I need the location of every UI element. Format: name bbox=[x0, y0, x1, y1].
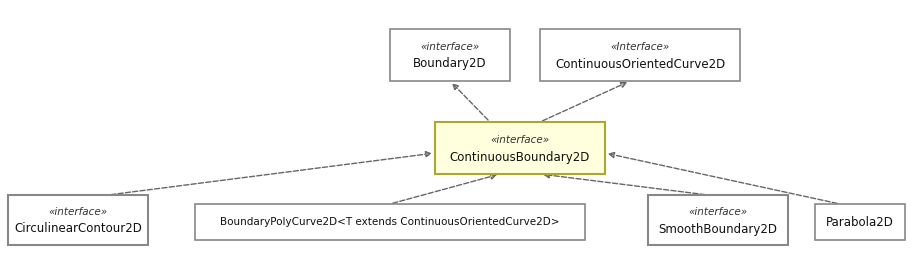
Bar bbox=[540, 29, 740, 81]
Bar bbox=[8, 195, 148, 245]
Text: «interface»: «interface» bbox=[689, 207, 747, 217]
Bar bbox=[815, 204, 905, 240]
Bar bbox=[435, 122, 605, 174]
Bar bbox=[648, 195, 788, 245]
Text: Parabola2D: Parabola2D bbox=[826, 215, 894, 228]
Text: ContinuousBoundary2D: ContinuousBoundary2D bbox=[450, 150, 591, 163]
Text: «interface»: «interface» bbox=[491, 135, 549, 145]
Bar bbox=[195, 204, 585, 240]
Text: SmoothBoundary2D: SmoothBoundary2D bbox=[658, 222, 778, 235]
Bar bbox=[390, 29, 510, 81]
Text: «interface»: «interface» bbox=[420, 42, 480, 52]
Text: CirculinearContour2D: CirculinearContour2D bbox=[14, 222, 142, 235]
Text: BoundaryPolyCurve2D<T extends ContinuousOrientedCurve2D>: BoundaryPolyCurve2D<T extends Continuous… bbox=[220, 217, 559, 227]
Text: «interface»: «interface» bbox=[49, 207, 107, 217]
Text: Boundary2D: Boundary2D bbox=[414, 57, 487, 70]
Text: ContinuousOrientedCurve2D: ContinuousOrientedCurve2D bbox=[555, 57, 725, 70]
Text: «Interface»: «Interface» bbox=[611, 42, 669, 52]
